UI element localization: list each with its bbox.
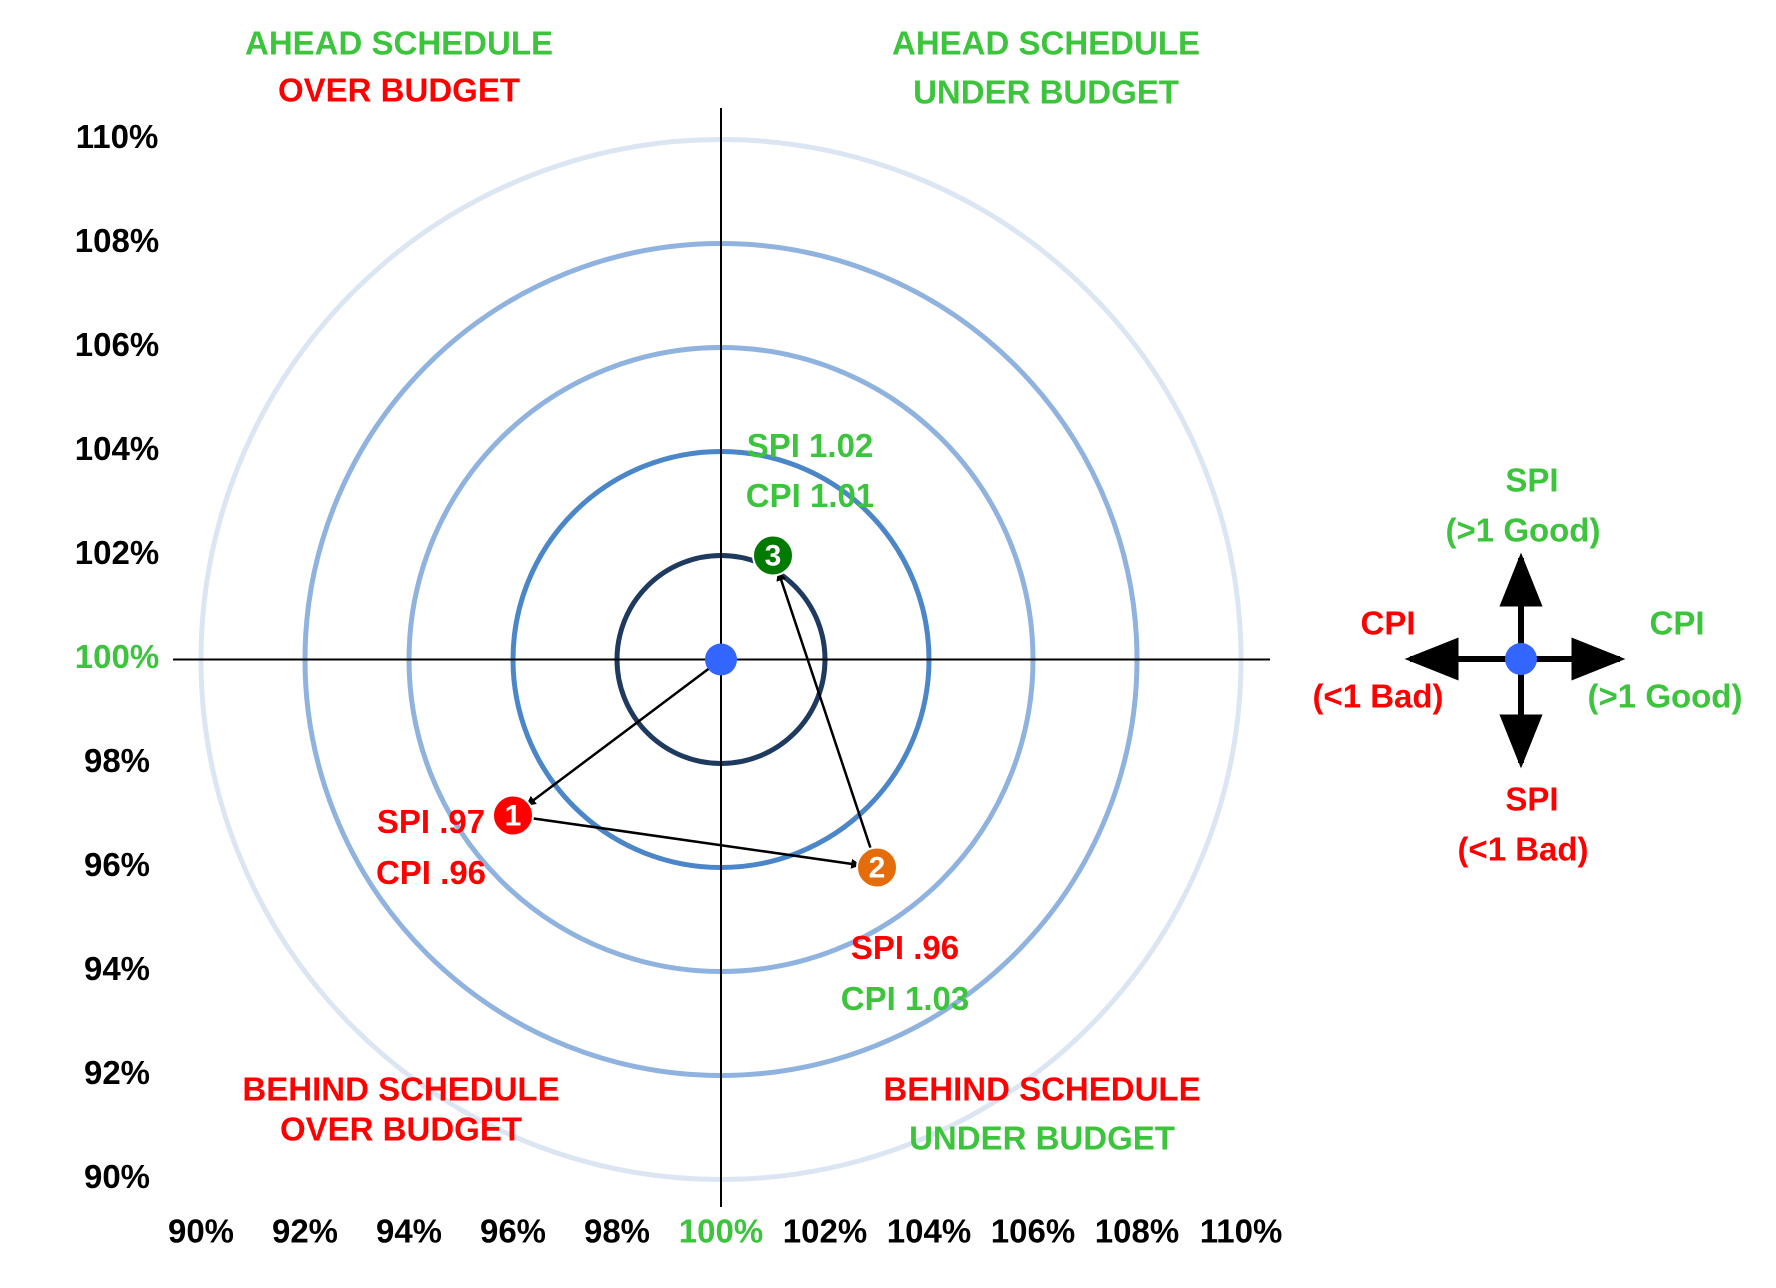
y-tick-label: 104%: [75, 430, 159, 467]
quadrant-label: BEHIND SCHEDULE: [242, 1071, 559, 1108]
legend-label: CPI: [1649, 605, 1704, 642]
arrow: [525, 658, 722, 806]
y-tick-label: 100%: [75, 638, 159, 675]
legend-dot: [1505, 643, 1537, 675]
point-label: 2: [869, 851, 886, 884]
legend-label: SPI: [1505, 781, 1558, 818]
x-tick-label: 106%: [991, 1213, 1075, 1250]
x-tick-label: 110%: [1200, 1213, 1283, 1250]
quadrant-label: OVER BUDGET: [280, 1111, 522, 1148]
point-label: 3: [765, 539, 782, 572]
y-tick-label: 102%: [75, 534, 159, 571]
x-tick-label: 98%: [584, 1213, 650, 1250]
point-label: 1: [505, 799, 522, 832]
target-point: [705, 643, 737, 676]
point-annotation: CPI .96: [376, 854, 486, 891]
y-tick-label: 96%: [84, 846, 150, 883]
y-tick-label: 110%: [76, 118, 159, 155]
x-tick-label: 104%: [887, 1213, 971, 1250]
x-tick-label: 90%: [168, 1213, 234, 1250]
x-tick-label: 108%: [1095, 1213, 1179, 1250]
legend-label: SPI: [1505, 462, 1558, 499]
legend-label: (>1 Good): [1446, 512, 1601, 549]
quadrant-label: AHEAD SCHEDULE: [892, 25, 1200, 62]
legend-label: CPI: [1360, 605, 1415, 642]
quadrant-label: BEHIND SCHEDULE: [883, 1071, 1200, 1108]
y-tick-label: 94%: [84, 950, 150, 987]
point-annotation: SPI 1.02: [747, 427, 874, 464]
y-tick-label: 106%: [75, 326, 159, 363]
quadrant-label: UNDER BUDGET: [913, 74, 1179, 111]
legend-label: (<1 Bad): [1457, 831, 1588, 868]
data-point: [856, 846, 898, 889]
point-annotation: SPI .96: [851, 929, 959, 966]
quadrant-label: UNDER BUDGET: [909, 1120, 1175, 1157]
point-annotation: CPI 1.03: [841, 980, 969, 1017]
arrow: [776, 570, 872, 849]
quadrant-label: OVER BUDGET: [278, 72, 520, 109]
legend-label: (<1 Bad): [1312, 678, 1443, 715]
data-point: [492, 794, 534, 837]
x-tick-label: 92%: [272, 1213, 338, 1250]
data-point: [752, 534, 794, 577]
y-tick-label: 90%: [84, 1158, 150, 1195]
y-tick-label: 92%: [84, 1054, 150, 1091]
x-tick-label: 96%: [480, 1213, 546, 1250]
quadrant-label: AHEAD SCHEDULE: [245, 25, 553, 62]
legend-label: (>1 Good): [1588, 678, 1743, 715]
point-annotation: SPI .97: [377, 803, 485, 840]
x-tick-label: 102%: [783, 1213, 867, 1250]
point-annotation: CPI 1.01: [746, 477, 874, 514]
y-tick-label: 108%: [75, 222, 159, 259]
arrow: [532, 817, 862, 869]
y-tick-label: 98%: [84, 742, 150, 779]
x-tick-label: 94%: [376, 1213, 442, 1250]
x-tick-label: 100%: [679, 1213, 763, 1250]
